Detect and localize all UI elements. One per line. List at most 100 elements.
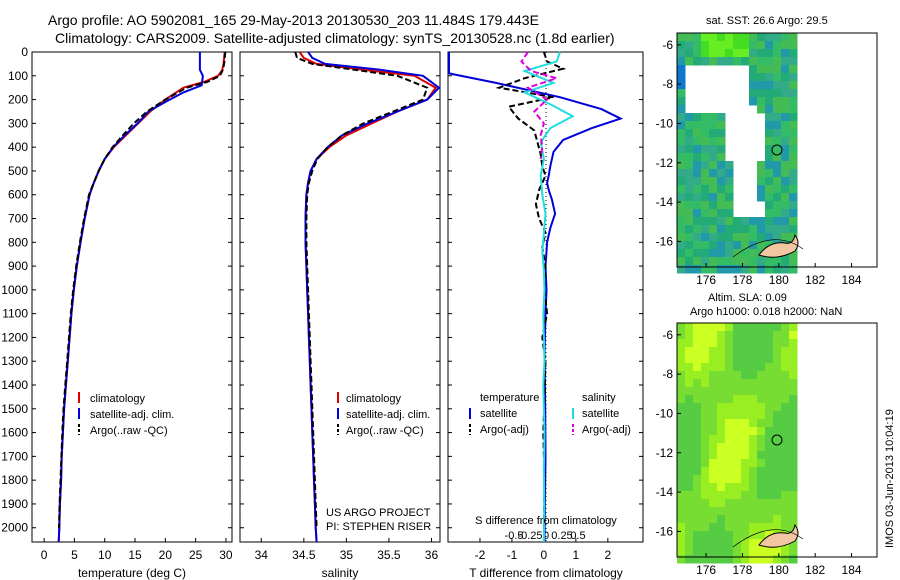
sst-field-cell bbox=[709, 113, 718, 122]
sla-field-cell bbox=[781, 435, 790, 444]
sst-field-cell bbox=[773, 161, 782, 170]
sst-field-cell bbox=[773, 185, 782, 194]
sla-field-cell bbox=[757, 387, 766, 396]
sst-field-cell bbox=[685, 41, 694, 50]
sst-field-cell bbox=[677, 113, 686, 122]
sla-field-cell bbox=[725, 355, 734, 364]
sla-field-cell bbox=[773, 403, 782, 412]
sla-field-cell bbox=[733, 355, 742, 364]
sla-field-cell bbox=[781, 363, 790, 372]
sla-field-cell bbox=[781, 395, 790, 404]
sst-map-ytick-label: -6 bbox=[662, 38, 673, 52]
sla-field-cell bbox=[749, 459, 758, 468]
sst-field-cell bbox=[701, 201, 710, 210]
sla-field-cell bbox=[733, 411, 742, 420]
sla-field-cell bbox=[725, 411, 734, 420]
sla-field-cell bbox=[677, 515, 686, 524]
sla-field-cell bbox=[741, 539, 750, 548]
sla-field-cell bbox=[757, 323, 766, 332]
sla-field-cell bbox=[685, 331, 694, 340]
sst-field-cell bbox=[709, 49, 718, 58]
sst-field-cell bbox=[749, 225, 758, 234]
sla-field-cell bbox=[701, 363, 710, 372]
sla-field-cell bbox=[757, 379, 766, 388]
difference-xtick-label: 2 bbox=[604, 548, 611, 562]
sla-field-cell bbox=[765, 419, 774, 428]
sla-field-cell bbox=[725, 515, 734, 524]
sla-field-cell bbox=[717, 427, 726, 436]
sst-field-cell bbox=[765, 105, 774, 114]
sla-field-cell bbox=[701, 347, 710, 356]
temperature-ytick-label: 400 bbox=[8, 140, 28, 154]
sla-field-cell bbox=[733, 339, 742, 348]
sst-field-cell bbox=[733, 265, 742, 274]
sst-field-cell bbox=[789, 129, 798, 138]
sla-field-cell bbox=[725, 499, 734, 508]
sla-field-cell bbox=[765, 323, 774, 332]
sst-field-cell bbox=[717, 257, 726, 266]
sst-field-cell bbox=[781, 81, 790, 90]
sst-field-cell bbox=[789, 161, 798, 170]
sst-field-cell bbox=[773, 169, 782, 178]
salinity-axes-frame bbox=[239, 51, 441, 543]
sst-field-cell bbox=[693, 201, 702, 210]
sla-field-cell bbox=[773, 555, 782, 564]
sla-field-cell bbox=[781, 467, 790, 476]
sst-map-ytick-label: -10 bbox=[656, 116, 674, 130]
sst-field-cell bbox=[781, 169, 790, 178]
sst-field-cell bbox=[685, 153, 694, 162]
sst-field-cell bbox=[693, 57, 702, 66]
sla-field-cell bbox=[693, 443, 702, 452]
sst-field-cell bbox=[749, 233, 758, 242]
sst-field-cell bbox=[749, 81, 758, 90]
sla-map-ytick-label: -16 bbox=[656, 524, 674, 538]
sst-field-cell bbox=[717, 209, 726, 218]
sst-field-cell bbox=[781, 57, 790, 66]
sla-field-cell bbox=[765, 515, 774, 524]
sla-field-cell bbox=[741, 483, 750, 492]
temperature-panel: 0 5 10 15 20 25 300100200300400500600700800900… bbox=[1, 45, 233, 580]
temperature-legend: climatology satellite-adj. clim. Argo(..… bbox=[78, 392, 174, 437]
sst-field-cell bbox=[733, 217, 742, 226]
sla-field-cell bbox=[725, 339, 734, 348]
sst-field-cell bbox=[765, 217, 774, 226]
sla-field-cell bbox=[677, 339, 686, 348]
sla-field-cell bbox=[701, 515, 710, 524]
sla-field-cell bbox=[749, 331, 758, 340]
sla-field-cell bbox=[685, 515, 694, 524]
sst-field-cell bbox=[741, 233, 750, 242]
sla-field-cell bbox=[741, 507, 750, 516]
sla-field-cell bbox=[693, 387, 702, 396]
temperature-ytick-label: 200 bbox=[8, 93, 28, 107]
sst-map-frame bbox=[676, 32, 878, 268]
sla-field-cell bbox=[693, 347, 702, 356]
sla-field-cell bbox=[789, 427, 798, 436]
sla-field-cell bbox=[781, 379, 790, 388]
sla-field-cell bbox=[725, 555, 734, 564]
sst-field-cell bbox=[781, 201, 790, 210]
sla-field-cell bbox=[749, 475, 758, 484]
sla-field-cell bbox=[725, 547, 734, 556]
sla-field-cell bbox=[773, 499, 782, 508]
sst-field-cell bbox=[677, 153, 686, 162]
sla-field-cell bbox=[693, 395, 702, 404]
sla-field-cell bbox=[733, 371, 742, 380]
sla-field-cell bbox=[789, 419, 798, 428]
sla-field-cell bbox=[693, 355, 702, 364]
sst-map-title: sat. SST: 26.6 Argo: 29.5 bbox=[706, 15, 828, 27]
sla-field-cell bbox=[781, 507, 790, 516]
sst-field-cell bbox=[709, 121, 718, 130]
temperature-ytick-label: 0 bbox=[21, 45, 28, 59]
sla-field-cell bbox=[701, 379, 710, 388]
sst-field-cell bbox=[725, 241, 734, 250]
sla-field-cell bbox=[741, 523, 750, 532]
sla-field-cell bbox=[693, 379, 702, 388]
temperature-ytick-label: 1700 bbox=[1, 449, 28, 463]
sla-field-cell bbox=[781, 371, 790, 380]
sla-field-cell bbox=[685, 355, 694, 364]
sla-field-cell bbox=[757, 451, 766, 460]
sla-field-cell bbox=[765, 347, 774, 356]
temperature-legend-argo: Argo(..raw -QC) bbox=[90, 425, 168, 437]
sla-field-cell bbox=[677, 379, 686, 388]
sla-field-cell bbox=[773, 427, 782, 436]
